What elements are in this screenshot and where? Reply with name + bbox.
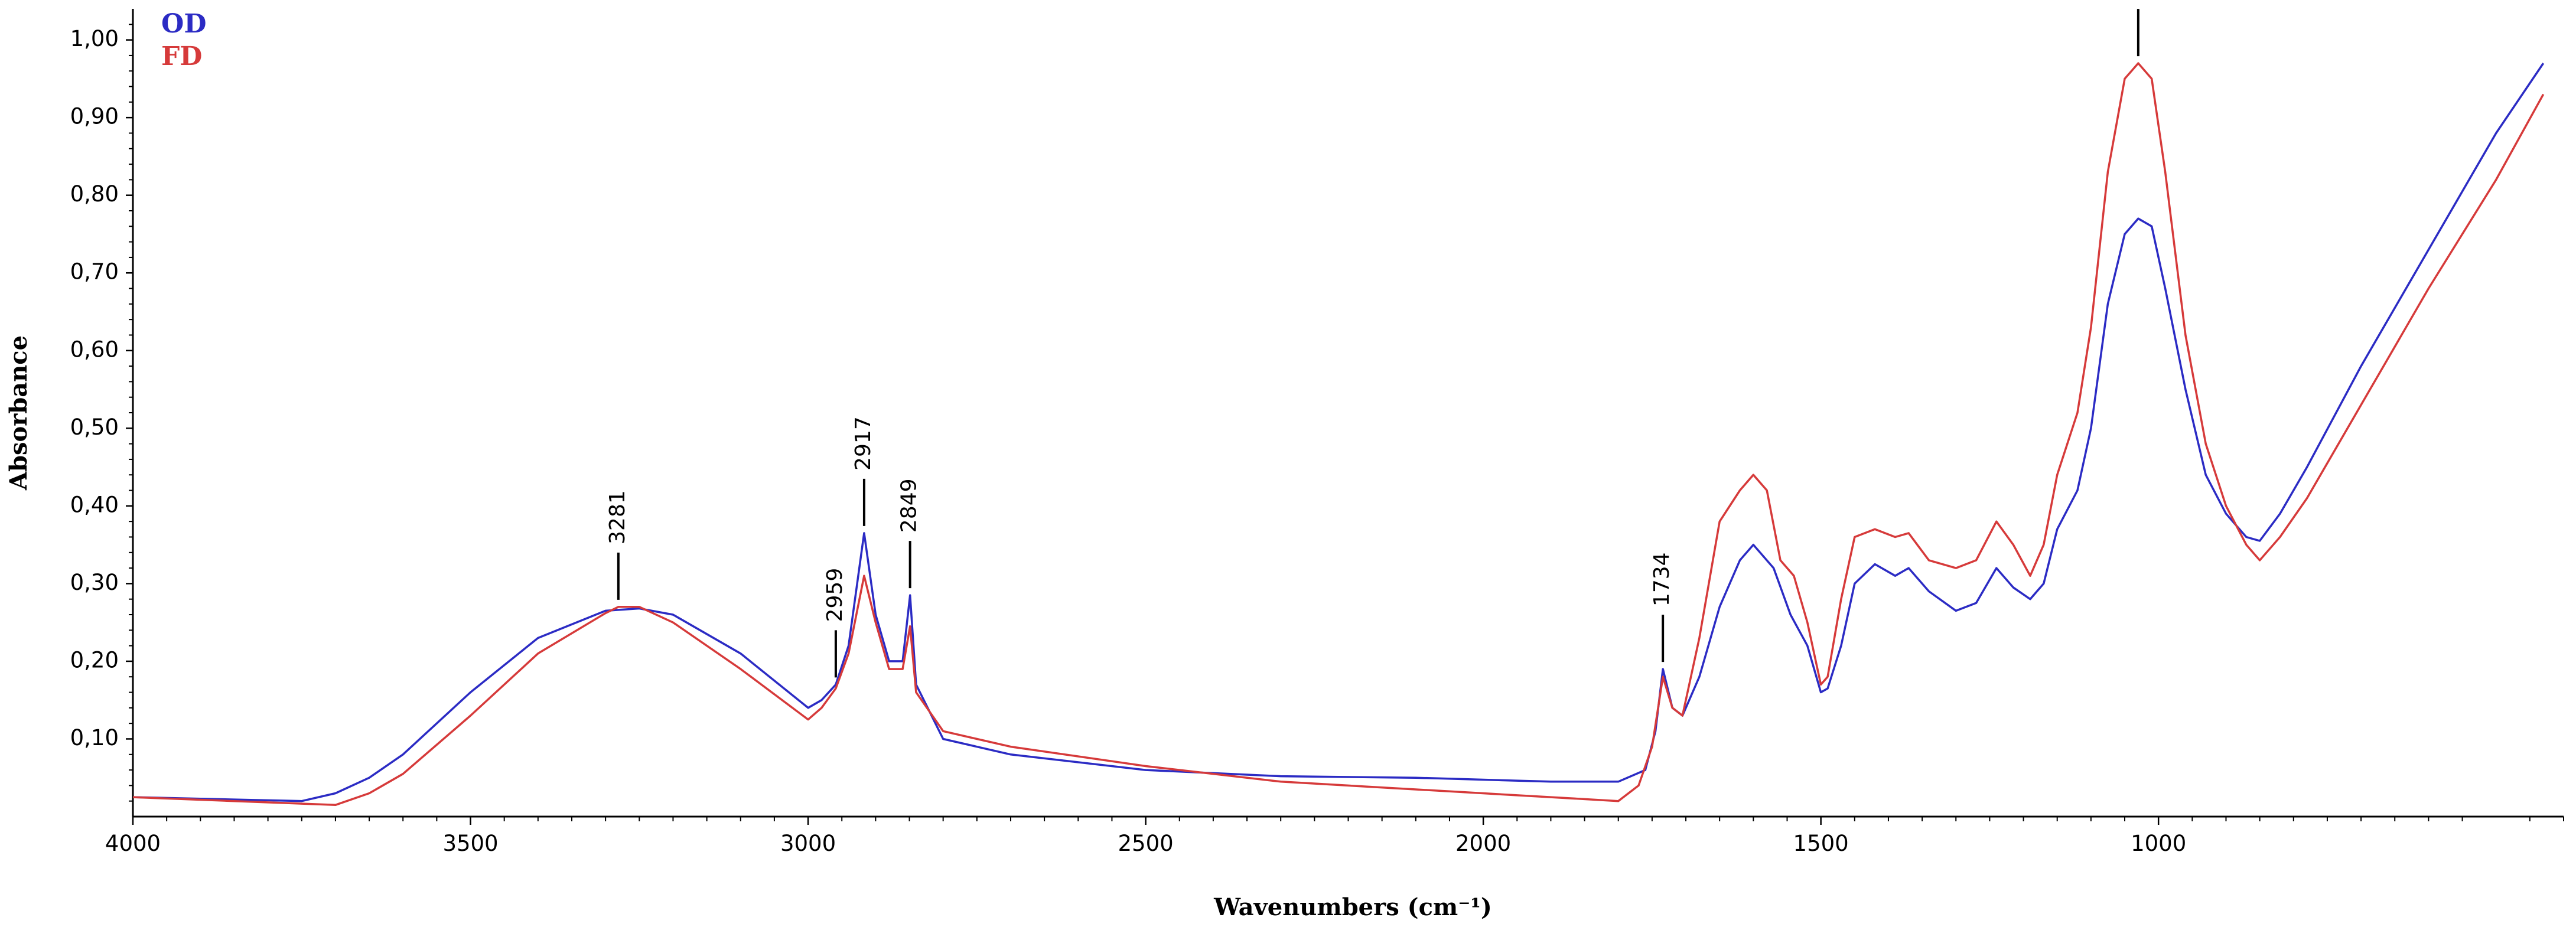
y-tick-label: 0,20 [70, 647, 119, 673]
series [132, 62, 2545, 807]
y-tick-label: 0,80 [70, 181, 119, 207]
y-tick-label: 0,10 [70, 725, 119, 750]
legend-entry-od: OD [161, 9, 206, 39]
x-tick-label: 2000 [1455, 831, 1511, 856]
peak-label-3281: 3281 [605, 490, 630, 544]
y-tick-label: 1,00 [70, 26, 119, 51]
y-tick-label: 0,40 [70, 492, 119, 517]
x-tick-label: 3500 [442, 831, 498, 856]
y-tick-label: 0,90 [70, 104, 119, 129]
x-tick-label: 1500 [1793, 831, 1849, 856]
peak-label-1050: 1050 [2125, 0, 2150, 1]
peak-label-2917: 2917 [851, 416, 875, 471]
y-axis-title: Absorbance [5, 335, 32, 491]
x-tick-label: 2500 [1118, 831, 1173, 856]
x-tick-label: 4000 [105, 831, 161, 856]
y-tick-label: 0,70 [70, 259, 119, 285]
x-tick-label: 3000 [780, 831, 836, 856]
peak-label-2959: 2959 [823, 568, 847, 622]
ticks: 0,10 0,20 0,30 0,40 0,50 0,60 0,70 0,80 0,90 1,00… [70, 24, 2564, 856]
y-tick-label: 0,50 [70, 414, 119, 440]
peak-annotations: 3281 2959 2917 2849 1734 1050 [605, 0, 2150, 678]
y-tick-label: 0,30 [70, 570, 119, 595]
series-line-fd [132, 62, 2545, 807]
x-axis-title: Wavenumbers (cm⁻¹) [1213, 893, 1492, 921]
legend-entry-fd: FD [161, 41, 202, 71]
peak-label-2849: 2849 [897, 478, 921, 533]
legend: OD FD [161, 9, 206, 71]
y-tick-label: 0,60 [70, 337, 119, 362]
peak-label-1734: 1734 [1650, 552, 1674, 606]
x-tick-label: 1000 [2131, 831, 2186, 856]
series-line-od [132, 63, 2545, 802]
